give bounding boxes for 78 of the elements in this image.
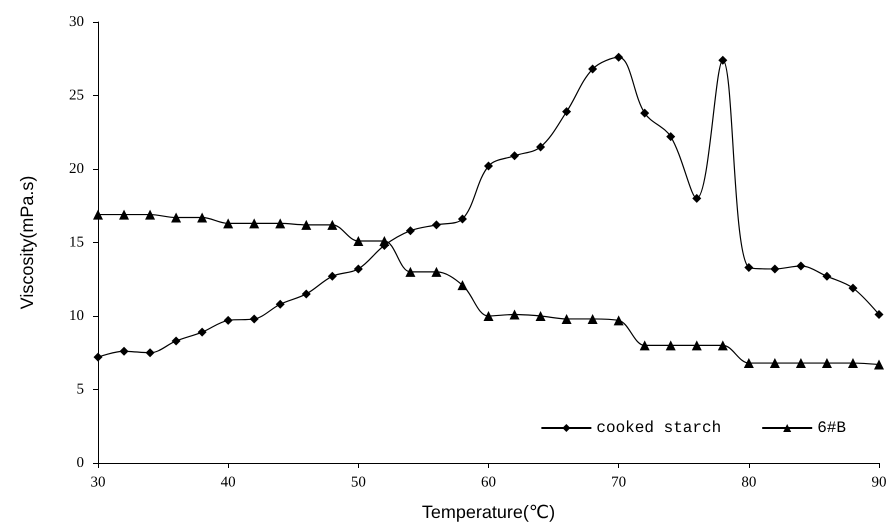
point: [197, 212, 208, 223]
y-axis-title: Viscosity(mPa.s): [17, 176, 37, 310]
point: [354, 264, 363, 274]
point: [640, 108, 650, 118]
point: [536, 311, 546, 321]
point: [562, 314, 572, 324]
point: [614, 52, 624, 62]
point: [588, 64, 598, 74]
x-axis-title: Temperature(℃): [422, 502, 556, 522]
point: [718, 340, 728, 350]
point: [874, 360, 884, 370]
point: [874, 310, 884, 320]
point: [458, 214, 467, 224]
x-tick-label: 30: [90, 474, 106, 490]
point: [224, 316, 233, 325]
point: [353, 236, 364, 246]
point: [302, 289, 311, 298]
legend-label: 6#B: [817, 419, 846, 437]
x-tick-label: 70: [611, 474, 626, 490]
point: [119, 210, 130, 220]
point: [744, 358, 754, 368]
point: [484, 311, 494, 321]
x-tick-label: 60: [481, 474, 496, 490]
point: [770, 358, 780, 368]
point: [223, 218, 234, 228]
point: [457, 280, 468, 290]
point: [640, 340, 650, 350]
point: [588, 314, 598, 324]
point: [198, 328, 207, 337]
point: [94, 352, 102, 362]
point: [275, 218, 286, 228]
y-tick-label: 15: [69, 234, 84, 250]
y-tick-label: 30: [69, 14, 84, 30]
point: [562, 107, 572, 116]
point: [484, 162, 493, 171]
point: [796, 262, 806, 271]
point: [276, 300, 285, 309]
y-tick-label: 25: [69, 88, 84, 104]
point: [718, 56, 728, 65]
point: [146, 348, 155, 358]
x-tick-label: 50: [350, 474, 366, 490]
point: [431, 266, 442, 277]
x-tick-label: 90: [872, 474, 886, 490]
point: [692, 340, 702, 350]
y-tick-label: 0: [76, 455, 84, 471]
point: [536, 142, 546, 152]
point: [796, 358, 806, 368]
point: [822, 358, 832, 368]
point: [510, 310, 520, 320]
point: [327, 220, 338, 230]
point: [172, 336, 181, 346]
point: [171, 212, 182, 223]
point: [666, 132, 676, 142]
y-tick-label: 5: [76, 382, 84, 398]
point: [848, 358, 858, 368]
point: [405, 266, 416, 277]
point: [406, 226, 415, 236]
point: [328, 272, 337, 281]
y-tick-label: 20: [69, 161, 84, 177]
point: [301, 220, 312, 230]
point: [822, 272, 832, 281]
point: [744, 262, 754, 272]
point: [432, 220, 441, 230]
point: [770, 264, 780, 274]
point: [249, 218, 260, 228]
point: [692, 194, 702, 203]
point: [250, 314, 259, 324]
point: [666, 340, 676, 350]
point: [93, 210, 103, 220]
point: [848, 284, 858, 293]
point: [145, 210, 156, 220]
y-tick-label: 10: [69, 308, 84, 324]
point: [120, 346, 129, 356]
x-tick-label: 40: [220, 474, 236, 490]
x-tick-label: 80: [741, 474, 756, 490]
point: [614, 315, 624, 326]
point: [510, 151, 520, 160]
legend-label: cooked starch: [596, 419, 722, 437]
